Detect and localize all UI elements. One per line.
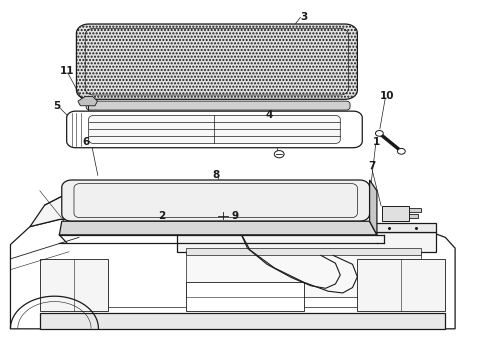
- Polygon shape: [67, 111, 362, 148]
- Text: 3: 3: [300, 12, 307, 22]
- Text: 11: 11: [59, 66, 74, 76]
- Polygon shape: [409, 214, 418, 219]
- Text: 10: 10: [379, 91, 394, 101]
- Text: 4: 4: [266, 111, 273, 121]
- Circle shape: [215, 210, 231, 222]
- Polygon shape: [409, 208, 421, 212]
- Polygon shape: [186, 252, 421, 297]
- Polygon shape: [62, 180, 369, 221]
- Polygon shape: [176, 232, 436, 252]
- Text: 9: 9: [232, 211, 239, 221]
- Circle shape: [274, 150, 284, 158]
- Text: 8: 8: [212, 170, 220, 180]
- Circle shape: [397, 148, 405, 154]
- Polygon shape: [186, 282, 304, 311]
- Polygon shape: [176, 223, 436, 232]
- Text: 6: 6: [83, 138, 90, 147]
- Polygon shape: [76, 24, 357, 99]
- Polygon shape: [78, 96, 98, 106]
- Polygon shape: [369, 180, 377, 235]
- Text: 5: 5: [53, 102, 60, 112]
- Text: 1: 1: [373, 138, 381, 147]
- Polygon shape: [30, 189, 176, 232]
- Polygon shape: [59, 221, 377, 235]
- Polygon shape: [86, 101, 350, 110]
- Circle shape: [375, 131, 383, 136]
- Polygon shape: [186, 248, 421, 255]
- Polygon shape: [89, 116, 340, 143]
- Text: 2: 2: [158, 211, 166, 221]
- Polygon shape: [357, 259, 445, 311]
- Polygon shape: [40, 259, 108, 311]
- Polygon shape: [40, 313, 445, 329]
- Polygon shape: [382, 206, 409, 221]
- Text: 7: 7: [368, 161, 376, 171]
- Polygon shape: [10, 218, 455, 329]
